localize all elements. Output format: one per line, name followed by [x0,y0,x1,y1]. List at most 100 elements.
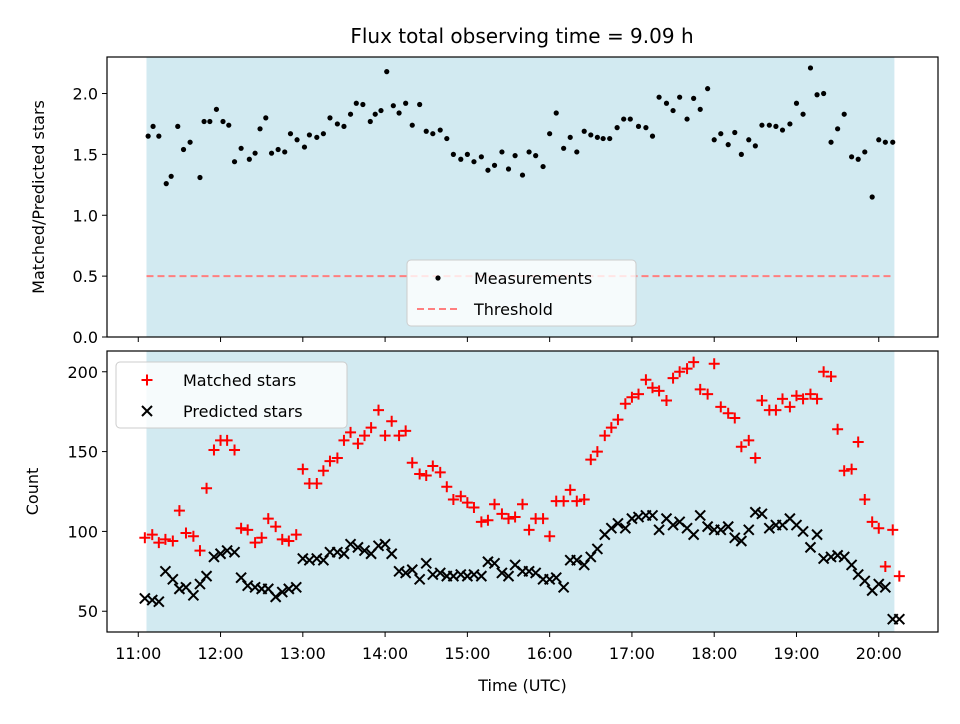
axes-frame [106,56,939,338]
data-point [512,153,518,159]
data-point [478,154,484,160]
data-point [163,181,169,187]
data-point [656,94,662,100]
legend-marker-x [141,405,153,417]
data-point [235,522,247,534]
data-point [776,393,788,405]
data-point [715,401,727,413]
data-point [553,110,559,116]
data-point [420,557,432,570]
data-point [866,516,878,528]
x-tick-label: 12:00 [197,644,243,663]
data-point [517,498,528,510]
data-point [702,388,714,400]
data-point [499,149,505,155]
y-tick-label: 100 [67,522,98,541]
data-point [677,94,683,100]
data-point [146,529,158,541]
data-point [523,565,535,578]
data-point [749,506,762,518]
data-point [455,568,467,581]
data-point [414,468,426,480]
y-tick-label: 50 [78,602,98,621]
data-point [311,478,323,490]
data-point [287,131,294,137]
data-point [591,543,604,555]
data-point [887,524,899,536]
data-point [600,135,606,142]
data-point [855,156,861,162]
data-point [567,134,573,140]
data-point [503,513,515,525]
data-point [450,151,456,157]
data-point [379,430,391,442]
data-point [153,595,165,608]
data-point [167,573,179,586]
y-tick-label: 200 [67,363,98,382]
data-point [324,455,336,467]
data-point [845,559,858,571]
data-point [663,100,670,106]
data-point [718,131,724,137]
data-point [550,572,562,584]
data-point [201,118,207,125]
top-panel: 0.0 0.5 1.0 1.5 2.0 Matched/Predicted stars Me… [29,56,939,347]
data-point [229,444,241,456]
data-point [790,390,802,402]
data-point [619,522,632,534]
data-point [879,581,892,594]
series-measurements [145,65,896,200]
data-point [187,589,200,601]
data-point [756,394,768,406]
legend-label: Threshold [473,300,553,319]
data-point [455,490,467,502]
data-point [378,107,384,114]
data-point [862,149,868,155]
data-point [327,115,333,121]
data-point [367,118,373,125]
data-point [231,159,238,165]
data-point [708,358,720,370]
data-point [879,561,891,573]
data-point [468,501,480,513]
data-point [594,134,600,140]
data-point [893,613,906,625]
data-point [841,111,847,117]
data-point [882,139,888,145]
data-point [331,452,343,464]
data-point [475,516,487,528]
data-point [360,101,366,108]
data-point [558,495,570,507]
data-point [338,548,350,560]
series-predicted-stars [139,506,906,625]
data-point [869,194,875,200]
data-point [599,430,611,442]
data-point [684,116,690,122]
data-point [352,438,364,450]
data-point [294,137,300,143]
data-point [249,581,261,594]
data-point [187,530,199,542]
data-point [275,146,281,153]
data-point [585,454,597,466]
data-point [444,135,450,142]
data-point [220,118,226,125]
data-point [766,122,772,128]
data-point [283,535,295,547]
data-point [246,156,252,162]
legend-label: Matched stars [183,371,296,390]
data-point [849,154,855,160]
data-point [667,372,679,384]
data-point [547,131,553,137]
data-point [488,557,501,570]
data-point [591,446,603,458]
data-point [797,393,809,405]
data-point [180,527,192,539]
data-point [396,110,402,116]
data-point [729,532,741,544]
data-point [372,111,378,117]
data-point [270,521,282,533]
data-point [543,573,556,586]
data-point [715,524,727,536]
data-point [187,139,193,145]
